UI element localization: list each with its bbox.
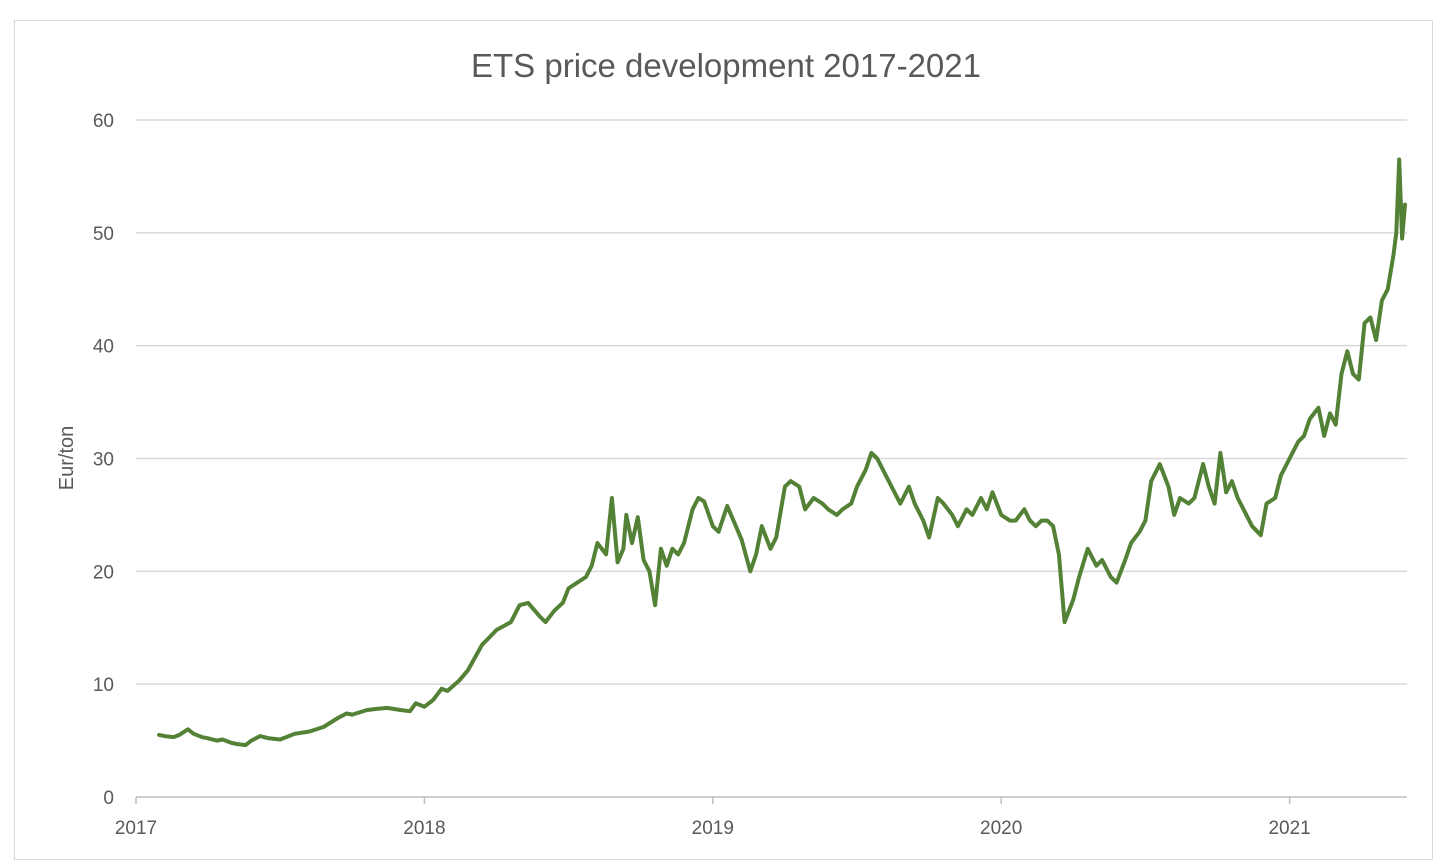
x-tick-label-2019: 2019 <box>692 818 734 839</box>
y-tick-label-30: 30 <box>93 450 114 471</box>
x-tick-label-2021: 2021 <box>1268 818 1310 839</box>
x-axis: 2017 2018 2019 2020 2021 <box>115 796 1407 839</box>
y-tick-label-50: 50 <box>93 224 114 245</box>
y-tick-label-40: 40 <box>93 337 114 358</box>
x-tick-label-2018: 2018 <box>403 818 445 839</box>
x-tick-label-2017: 2017 <box>115 818 157 839</box>
y-tick-label-0: 0 <box>103 788 114 809</box>
chart-frame <box>14 20 1433 860</box>
x-tick-label-2020: 2020 <box>980 818 1022 839</box>
y-tick-label-60: 60 <box>93 111 114 132</box>
chart-title: ETS price development 2017-2021 <box>471 47 981 84</box>
series-line-0 <box>157 157 1407 748</box>
gridlines <box>136 119 1407 685</box>
y-axis-ticks: 0 10 20 30 40 50 60 <box>93 111 114 809</box>
y-tick-label-10: 10 <box>93 675 114 696</box>
series-layer <box>157 157 1407 748</box>
y-tick-label-20: 20 <box>93 562 114 583</box>
y-axis-title: Eur/ton <box>56 426 78 490</box>
